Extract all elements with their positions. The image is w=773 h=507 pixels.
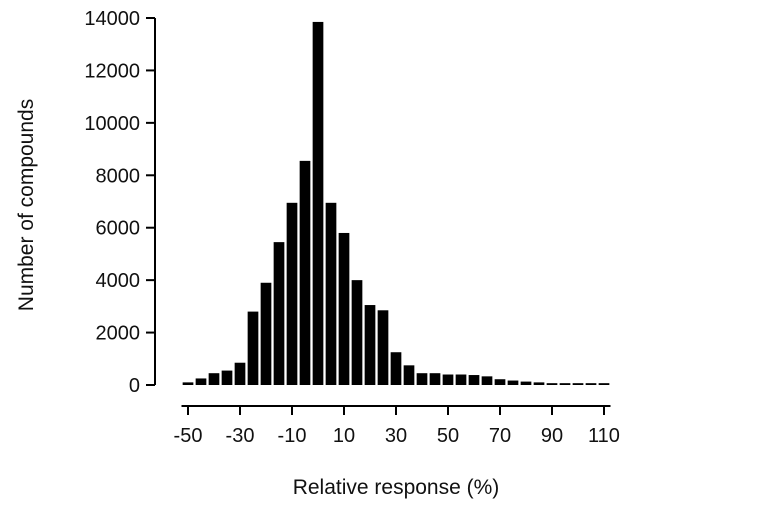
bar-90 (546, 383, 558, 385)
bar-75 (507, 380, 519, 385)
x-tick-label--50: -50 (174, 425, 203, 447)
y-tick-label-2000: 2000 (96, 323, 141, 345)
bar-55 (455, 374, 467, 385)
y-axis-ticks: 0 2000 4000 6000 8000 10000 12000 14000 (84, 8, 155, 397)
bar-95 (559, 383, 571, 385)
x-tick-label-70: 70 (489, 425, 511, 447)
bar-15 (351, 280, 363, 385)
x-tick-label--10: -10 (278, 425, 307, 447)
bar-0 (312, 21, 324, 386)
y-tick-label-10000: 10000 (84, 113, 140, 135)
x-axis-title: Relative response (%) (293, 476, 500, 499)
bar-40 (416, 373, 428, 385)
bar--30 (234, 362, 246, 385)
bar-80 (520, 381, 532, 385)
bar-35 (403, 365, 415, 385)
bar-105 (585, 383, 597, 385)
bar-85 (533, 382, 545, 385)
bar--45 (195, 378, 207, 385)
bar-5 (325, 202, 337, 385)
bar--20 (260, 282, 272, 385)
bar--50 (182, 382, 194, 385)
x-tick-label-50: 50 (437, 425, 459, 447)
x-tick-label-90: 90 (541, 425, 563, 447)
bar--40 (208, 373, 220, 385)
bar-100 (572, 383, 584, 385)
bar-20 (364, 305, 376, 385)
y-axis-title: Number of compounds (15, 99, 38, 311)
bar-60 (468, 375, 480, 385)
x-tick-label-30: 30 (385, 425, 407, 447)
bar-110 (598, 383, 610, 385)
bar-50 (442, 374, 454, 385)
bar-70 (494, 379, 506, 385)
y-tick-label-4000: 4000 (96, 270, 141, 292)
bar-30 (390, 352, 402, 385)
bar--5 (299, 160, 311, 385)
x-axis-ticks: -50 -30 -10 10 30 50 70 90 110 (174, 406, 620, 447)
x-tick-label--30: -30 (226, 425, 255, 447)
x-tick-label-10: 10 (333, 425, 355, 447)
bar-45 (429, 373, 441, 385)
bar--15 (273, 242, 285, 385)
y-tick-label-6000: 6000 (96, 218, 141, 240)
bar--25 (247, 311, 259, 385)
bar--35 (221, 370, 233, 385)
bars-group (182, 21, 610, 386)
y-tick-label-14000: 14000 (84, 8, 140, 30)
bar-25 (377, 310, 389, 385)
y-tick-label-8000: 8000 (96, 165, 141, 187)
bar-65 (481, 376, 493, 385)
y-tick-label-0: 0 (129, 375, 140, 397)
bar--10 (286, 202, 298, 385)
bar-10 (338, 232, 350, 385)
x-tick-label-110: 110 (588, 425, 620, 447)
y-tick-label-12000: 12000 (84, 60, 140, 82)
